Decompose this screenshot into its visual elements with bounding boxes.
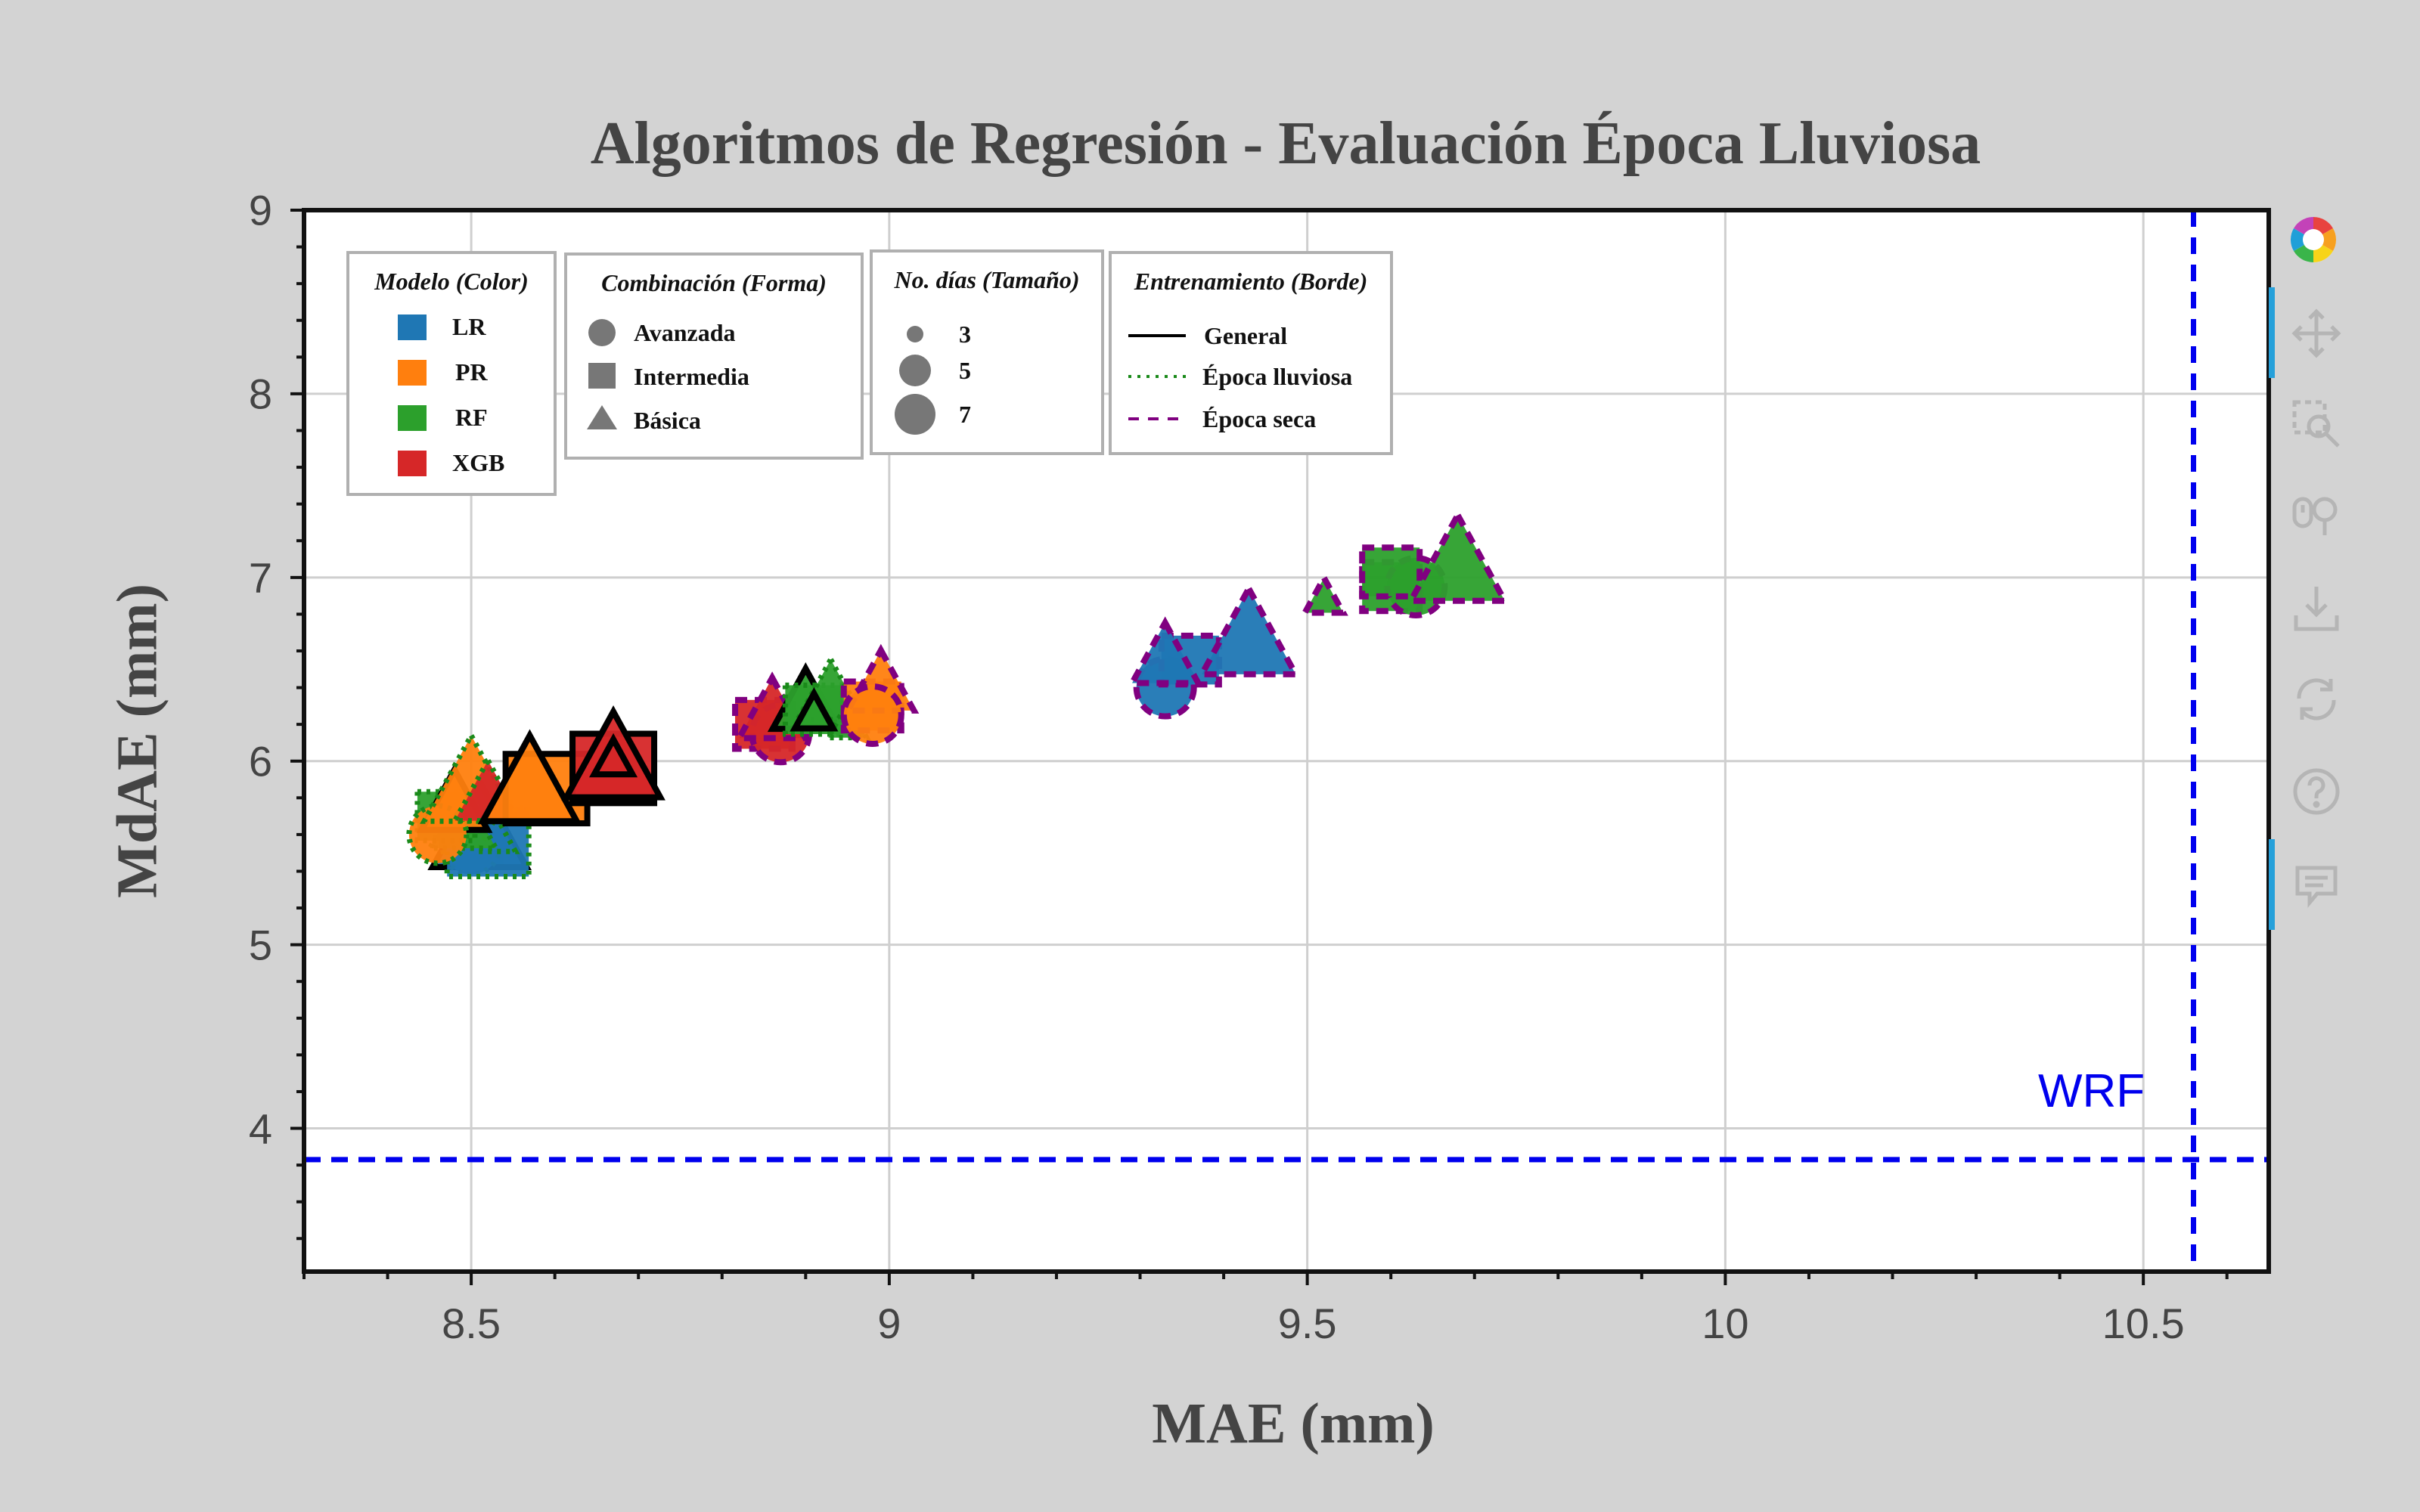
legend-item-pr: PR bbox=[455, 358, 488, 386]
swatch-xgb bbox=[398, 451, 427, 476]
legend-item-5: 5 bbox=[959, 357, 971, 384]
size-7 bbox=[895, 394, 935, 435]
legend-lines bbox=[1128, 334, 1186, 420]
point-pr-triangle bbox=[477, 729, 582, 825]
legend-size: No. días (Tamaño) 3 5 7 bbox=[870, 249, 1104, 455]
point-lr-triangle bbox=[1196, 582, 1302, 677]
legend-item-rf: RF bbox=[455, 404, 488, 431]
pan-icon[interactable] bbox=[2290, 307, 2343, 360]
wrf-label: WRF bbox=[2038, 1065, 2145, 1117]
point-rf-triangle bbox=[1299, 571, 1348, 616]
chart-title: Algoritmos de Regresión - Evaluación Épo… bbox=[590, 110, 1981, 177]
shape-triangle bbox=[587, 405, 617, 429]
x-tick-label: 10.5 bbox=[2102, 1300, 2185, 1347]
box-zoom-icon[interactable] bbox=[2290, 398, 2343, 451]
legend-item-epoca-lluviosa: Época lluviosa bbox=[1202, 363, 1353, 390]
legend-item-xgb: XGB bbox=[452, 449, 505, 476]
reference-lines bbox=[304, 210, 2269, 1272]
shape-circle bbox=[588, 319, 616, 346]
legend-item-general: General bbox=[1204, 322, 1288, 349]
point-rf-triangle bbox=[790, 687, 839, 732]
legend-shape: Combinación (Forma) Avanzada Intermedia … bbox=[564, 253, 864, 460]
swatch-rf bbox=[398, 405, 427, 431]
save-icon[interactable] bbox=[2290, 582, 2343, 635]
legend-model-color: Modelo (Color) LR PR RF XGB bbox=[346, 251, 557, 496]
point-pr-circle bbox=[840, 683, 904, 747]
y-tick-label: 5 bbox=[248, 921, 272, 969]
legend-item-intermedia: Intermedia bbox=[634, 363, 749, 390]
wheel-zoom-icon[interactable] bbox=[2290, 488, 2343, 541]
plot-frame bbox=[302, 208, 2271, 1274]
comment-icon[interactable] bbox=[2290, 859, 2343, 912]
swatch-lr bbox=[398, 314, 427, 340]
legend-item-lr: LR bbox=[452, 313, 486, 340]
data-points bbox=[406, 509, 1510, 879]
y-axis-label: MdAE (mm) bbox=[105, 584, 169, 898]
legend-title: Modelo (Color) bbox=[374, 268, 529, 295]
toolbar-active-indicator bbox=[2269, 287, 2275, 378]
size-3 bbox=[907, 326, 923, 342]
size-5 bbox=[899, 355, 931, 386]
x-tick-label: 10 bbox=[1702, 1300, 1749, 1347]
y-tick-label: 9 bbox=[248, 186, 272, 234]
legend-item-basica: Básica bbox=[634, 407, 701, 434]
point-lr-triangle bbox=[1127, 616, 1204, 686]
y-tick-label: 7 bbox=[248, 553, 272, 602]
logo-icon[interactable] bbox=[2287, 213, 2340, 266]
legend-swatches bbox=[398, 314, 427, 476]
legend-item-epoca-seca: Época seca bbox=[1202, 405, 1317, 432]
legend-sizes bbox=[895, 326, 935, 435]
legend-item-7: 7 bbox=[959, 401, 971, 428]
x-axis-label: MAE (mm) bbox=[1152, 1392, 1435, 1455]
legend-title: No. días (Tamaño) bbox=[894, 266, 1080, 293]
x-tick-label: 8.5 bbox=[442, 1300, 501, 1347]
axis-ticks bbox=[290, 209, 2229, 1285]
point-xgb-triangle bbox=[588, 733, 638, 778]
x-tick-label: 9.5 bbox=[1277, 1300, 1337, 1347]
legend-shapes bbox=[587, 319, 617, 429]
y-tick-label: 6 bbox=[248, 737, 272, 785]
legend-item-3: 3 bbox=[959, 321, 971, 348]
y-tick-label: 4 bbox=[248, 1105, 272, 1153]
point-rf-square bbox=[1359, 544, 1423, 600]
legend-border: Entrenamiento (Borde) General Época lluv… bbox=[1109, 251, 1393, 455]
point-rf-triangle bbox=[1405, 509, 1510, 604]
legend-title: Combinación (Forma) bbox=[601, 269, 827, 296]
legend-title: Entrenamiento (Borde) bbox=[1134, 268, 1368, 295]
x-tick-label: 9 bbox=[877, 1300, 901, 1347]
legend-item-avanzada: Avanzada bbox=[634, 319, 736, 346]
toolbar-active-indicator bbox=[2269, 839, 2275, 930]
y-tick-label: 8 bbox=[248, 370, 272, 418]
reset-icon[interactable] bbox=[2290, 673, 2343, 726]
help-icon[interactable] bbox=[2290, 765, 2343, 818]
swatch-pr bbox=[398, 360, 427, 386]
shape-square bbox=[588, 363, 616, 389]
